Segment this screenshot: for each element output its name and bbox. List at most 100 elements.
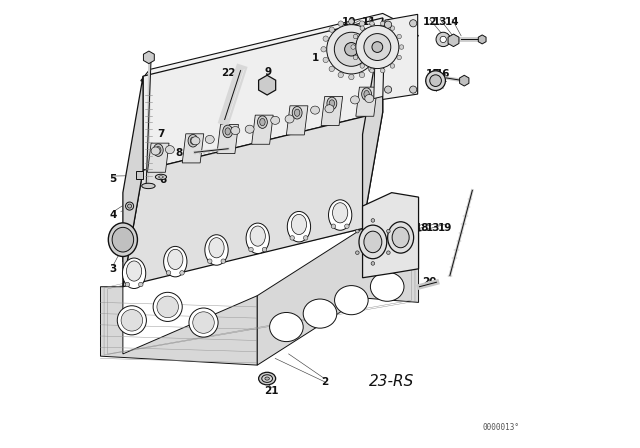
Text: 14: 14 <box>445 17 460 27</box>
Ellipse shape <box>310 106 319 114</box>
Ellipse shape <box>351 96 360 104</box>
Ellipse shape <box>303 299 337 328</box>
Polygon shape <box>362 193 419 278</box>
Text: 5: 5 <box>109 174 116 184</box>
Text: 4: 4 <box>109 210 116 220</box>
Circle shape <box>321 47 326 52</box>
Ellipse shape <box>325 105 334 113</box>
Circle shape <box>381 69 385 73</box>
Circle shape <box>410 20 417 27</box>
Ellipse shape <box>168 249 183 270</box>
Circle shape <box>334 32 369 66</box>
Ellipse shape <box>259 372 276 385</box>
Text: 7: 7 <box>157 129 164 139</box>
Ellipse shape <box>108 223 138 256</box>
Circle shape <box>353 55 358 60</box>
Circle shape <box>368 27 374 32</box>
Ellipse shape <box>392 227 409 248</box>
Circle shape <box>387 251 390 254</box>
Ellipse shape <box>364 90 369 98</box>
Ellipse shape <box>250 226 266 246</box>
Text: 13: 13 <box>433 17 447 27</box>
Polygon shape <box>257 228 419 365</box>
Circle shape <box>356 251 359 254</box>
Circle shape <box>370 21 374 26</box>
Circle shape <box>329 66 335 72</box>
Circle shape <box>349 74 354 80</box>
Circle shape <box>370 69 374 73</box>
Ellipse shape <box>139 282 143 287</box>
Ellipse shape <box>141 183 155 189</box>
Polygon shape <box>448 34 459 47</box>
Circle shape <box>385 86 392 93</box>
Ellipse shape <box>125 282 130 287</box>
Text: 2: 2 <box>321 377 328 387</box>
Ellipse shape <box>333 202 348 223</box>
Text: 17: 17 <box>403 223 417 233</box>
Polygon shape <box>252 115 273 144</box>
Ellipse shape <box>371 272 404 302</box>
Circle shape <box>376 47 382 52</box>
Ellipse shape <box>157 296 179 318</box>
Text: 8: 8 <box>175 148 182 158</box>
Circle shape <box>323 57 328 63</box>
Ellipse shape <box>223 125 233 138</box>
Ellipse shape <box>189 308 218 337</box>
Polygon shape <box>123 22 419 262</box>
Circle shape <box>338 21 344 26</box>
Ellipse shape <box>193 312 214 333</box>
Polygon shape <box>141 13 401 90</box>
Polygon shape <box>374 18 412 99</box>
Circle shape <box>360 64 365 68</box>
Ellipse shape <box>329 100 335 107</box>
Polygon shape <box>123 76 143 287</box>
Ellipse shape <box>287 211 310 242</box>
Polygon shape <box>287 106 308 135</box>
Circle shape <box>359 21 365 26</box>
Ellipse shape <box>285 115 294 123</box>
Ellipse shape <box>122 258 146 289</box>
Ellipse shape <box>154 144 163 156</box>
Ellipse shape <box>166 146 174 154</box>
Circle shape <box>360 26 365 30</box>
Ellipse shape <box>112 228 134 252</box>
Ellipse shape <box>190 137 196 144</box>
Circle shape <box>329 27 335 32</box>
Text: 22: 22 <box>221 68 236 78</box>
Text: 9: 9 <box>265 67 272 77</box>
Ellipse shape <box>328 200 352 230</box>
Ellipse shape <box>125 202 134 210</box>
Ellipse shape <box>335 286 368 315</box>
Polygon shape <box>383 14 418 99</box>
Polygon shape <box>148 143 169 172</box>
Ellipse shape <box>294 109 300 116</box>
Ellipse shape <box>269 313 303 342</box>
Circle shape <box>381 21 385 26</box>
Circle shape <box>410 86 417 93</box>
Ellipse shape <box>292 107 302 119</box>
Ellipse shape <box>166 271 171 275</box>
Polygon shape <box>143 51 154 64</box>
Text: 10: 10 <box>342 17 356 27</box>
Ellipse shape <box>225 128 230 135</box>
Polygon shape <box>217 125 239 154</box>
Ellipse shape <box>191 137 200 145</box>
Polygon shape <box>321 96 342 125</box>
Circle shape <box>364 34 391 60</box>
Circle shape <box>356 26 399 69</box>
Ellipse shape <box>221 259 225 263</box>
Text: 3: 3 <box>109 264 116 274</box>
Ellipse shape <box>262 375 273 383</box>
Ellipse shape <box>388 222 413 253</box>
Polygon shape <box>356 87 378 116</box>
Ellipse shape <box>205 235 228 265</box>
Circle shape <box>338 72 344 78</box>
Circle shape <box>356 229 359 233</box>
Ellipse shape <box>209 237 224 258</box>
Polygon shape <box>100 287 257 365</box>
Circle shape <box>374 36 380 41</box>
Ellipse shape <box>249 247 253 252</box>
Text: 20: 20 <box>422 277 437 287</box>
Circle shape <box>374 57 380 63</box>
Ellipse shape <box>207 259 212 263</box>
